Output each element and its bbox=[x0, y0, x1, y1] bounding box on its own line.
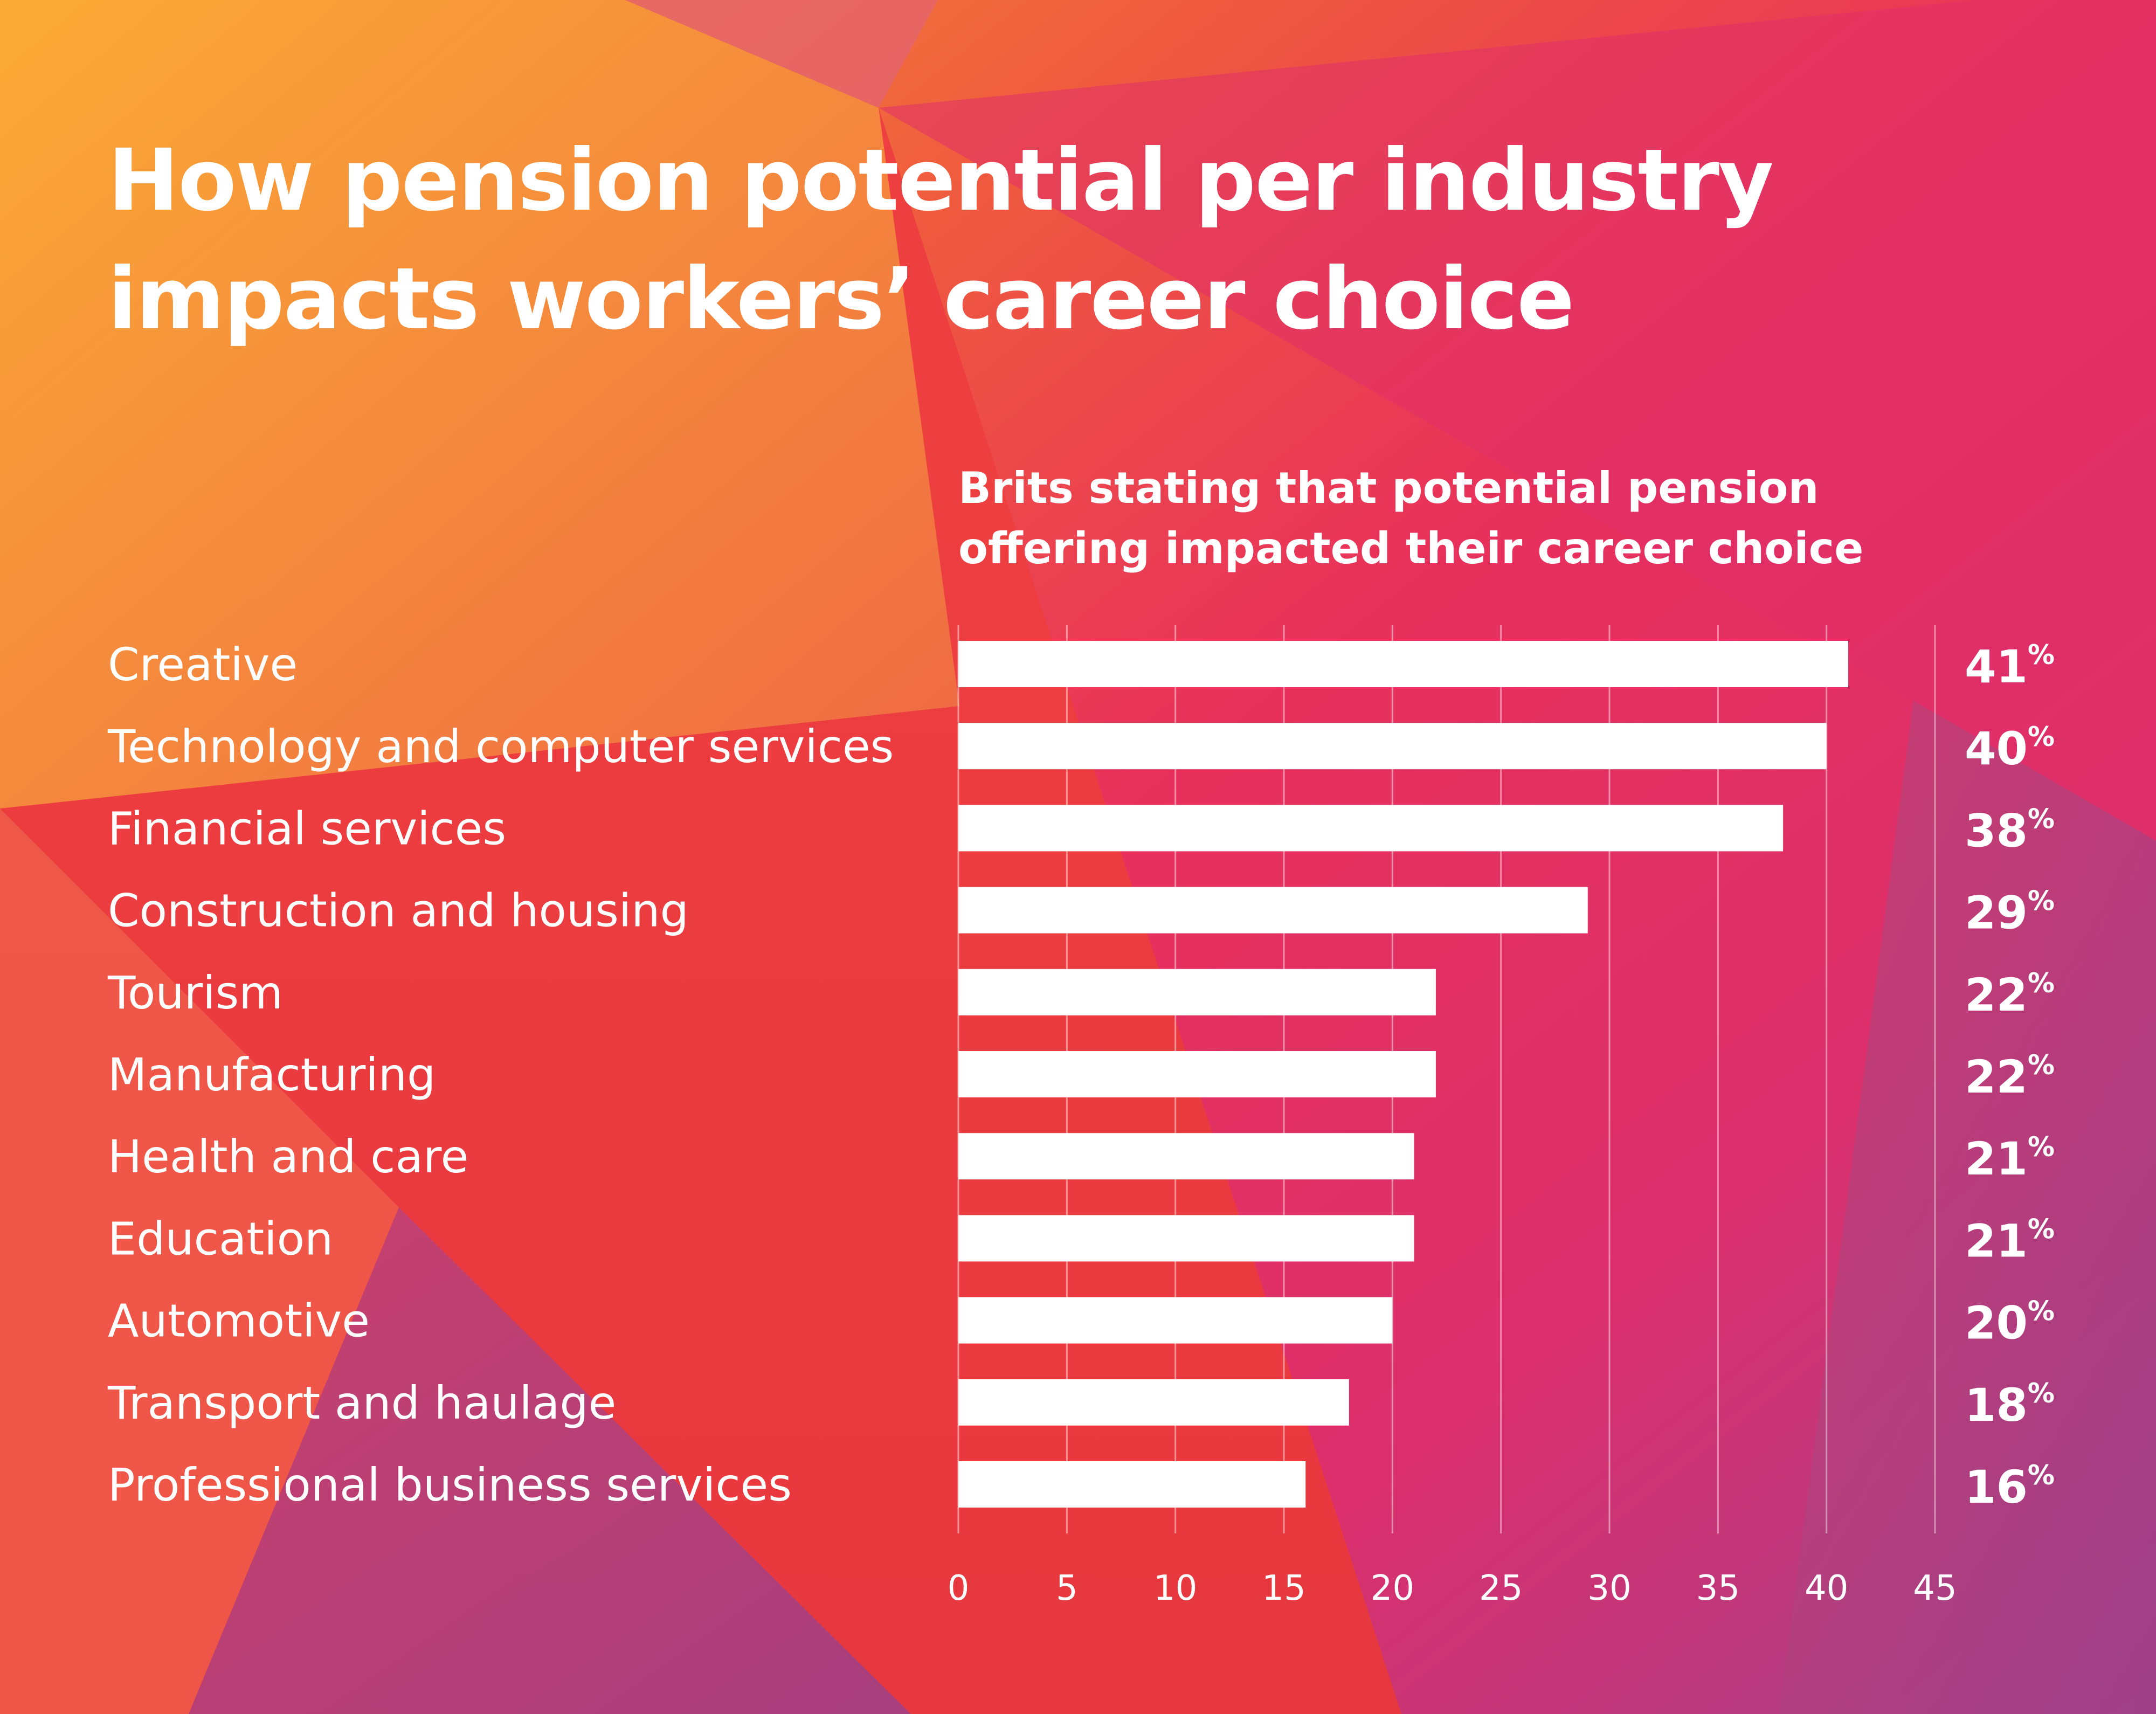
chart-subtitle: Brits stating that potential pension off… bbox=[958, 458, 1863, 579]
bar bbox=[958, 887, 1588, 934]
x-tick-label: 40 bbox=[1805, 1568, 1848, 1608]
x-tick-label: 20 bbox=[1371, 1568, 1414, 1608]
value-label: 20% bbox=[1965, 1296, 2055, 1350]
value-number: 21 bbox=[1965, 1132, 2028, 1185]
value-percent-sign: % bbox=[2028, 967, 2055, 999]
x-tick-label: 10 bbox=[1153, 1568, 1197, 1608]
value-number: 22 bbox=[1965, 969, 2028, 1021]
value-percent-sign: % bbox=[2028, 1460, 2055, 1491]
bar bbox=[958, 641, 1848, 687]
background-facet bbox=[189, 1207, 911, 1714]
bar bbox=[958, 723, 1827, 770]
background-facet bbox=[0, 808, 399, 1714]
category-labels: Creative Technology and computer services… bbox=[107, 638, 894, 1511]
background-facet bbox=[1779, 701, 2156, 1714]
bar bbox=[958, 1051, 1436, 1097]
value-number: 18 bbox=[1965, 1379, 2028, 1432]
category-label: Automotive bbox=[108, 1295, 370, 1347]
x-axis-ticks: 0 5 10 15 20 25 30 35 40 45 bbox=[948, 1568, 1957, 1608]
category-label: Tourism bbox=[107, 966, 283, 1019]
subtitle-line-1: Brits stating that potential pension bbox=[958, 463, 1819, 513]
bar bbox=[958, 805, 1784, 852]
category-label: Technology and computer services bbox=[107, 720, 894, 773]
bar bbox=[958, 1461, 1306, 1508]
bar bbox=[958, 1379, 1349, 1426]
category-label: Transport and haulage bbox=[107, 1377, 616, 1429]
subtitle-line-2: offering impacted their career choice bbox=[958, 523, 1864, 573]
value-label: 21% bbox=[1965, 1213, 2055, 1267]
background-facet bbox=[879, 0, 2156, 841]
value-label: 21% bbox=[1965, 1131, 2055, 1185]
x-tick-label: 5 bbox=[1056, 1568, 1078, 1608]
value-label: 22% bbox=[1965, 967, 2055, 1021]
category-label: Financial services bbox=[108, 802, 506, 855]
value-percent-sign: % bbox=[2028, 721, 2055, 752]
x-tick-label: 0 bbox=[948, 1568, 970, 1608]
title-line-1: How pension potential per industry bbox=[108, 131, 1774, 230]
value-number: 21 bbox=[1965, 1214, 2028, 1267]
value-percent-sign: % bbox=[2028, 1131, 2055, 1163]
background-facet bbox=[625, 0, 938, 108]
value-labels: 41%40%38%29%22%22%21%21%20%18%16% bbox=[1965, 639, 2055, 1513]
bars bbox=[958, 641, 1848, 1508]
chart-title: How pension potential per industry impac… bbox=[108, 121, 1774, 358]
x-tick-label: 30 bbox=[1587, 1568, 1631, 1608]
x-tick-label: 35 bbox=[1696, 1568, 1740, 1608]
category-label: Health and care bbox=[108, 1130, 468, 1183]
category-label: Education bbox=[108, 1212, 333, 1265]
value-percent-sign: % bbox=[2028, 1378, 2055, 1409]
value-label: 18% bbox=[1965, 1378, 2055, 1432]
value-percent-sign: % bbox=[2028, 886, 2055, 917]
category-label: Manufacturing bbox=[108, 1048, 436, 1101]
value-number: 16 bbox=[1965, 1461, 2028, 1513]
value-label: 29% bbox=[1965, 886, 2055, 939]
bar bbox=[958, 1133, 1414, 1180]
bar bbox=[958, 1215, 1414, 1262]
value-number: 20 bbox=[1965, 1297, 2028, 1350]
x-tick-label: 45 bbox=[1913, 1568, 1957, 1608]
value-percent-sign: % bbox=[2028, 803, 2055, 834]
value-number: 41 bbox=[1965, 640, 2028, 693]
x-tick-label: 15 bbox=[1262, 1568, 1305, 1608]
category-label: Construction and housing bbox=[108, 884, 689, 937]
value-number: 22 bbox=[1965, 1050, 2028, 1103]
value-number: 38 bbox=[1965, 804, 2028, 857]
title-line-2: impacts workers’ career choice bbox=[108, 250, 1574, 349]
bar bbox=[958, 969, 1436, 1015]
value-percent-sign: % bbox=[2028, 1049, 2055, 1081]
value-label: 22% bbox=[1965, 1049, 2055, 1103]
category-label: Professional business services bbox=[108, 1459, 792, 1511]
value-label: 38% bbox=[1965, 803, 2055, 857]
value-percent-sign: % bbox=[2028, 639, 2055, 671]
x-tick-label: 25 bbox=[1479, 1568, 1523, 1608]
value-percent-sign: % bbox=[2028, 1296, 2055, 1327]
value-percent-sign: % bbox=[2028, 1213, 2055, 1245]
value-number: 40 bbox=[1965, 722, 2028, 775]
value-label: 41% bbox=[1965, 639, 2055, 693]
value-label: 16% bbox=[1965, 1460, 2055, 1513]
bar bbox=[958, 1297, 1393, 1344]
background-facet bbox=[0, 0, 959, 808]
value-label: 40% bbox=[1965, 721, 2055, 775]
category-label: Creative bbox=[108, 638, 298, 691]
value-number: 29 bbox=[1965, 887, 2028, 939]
